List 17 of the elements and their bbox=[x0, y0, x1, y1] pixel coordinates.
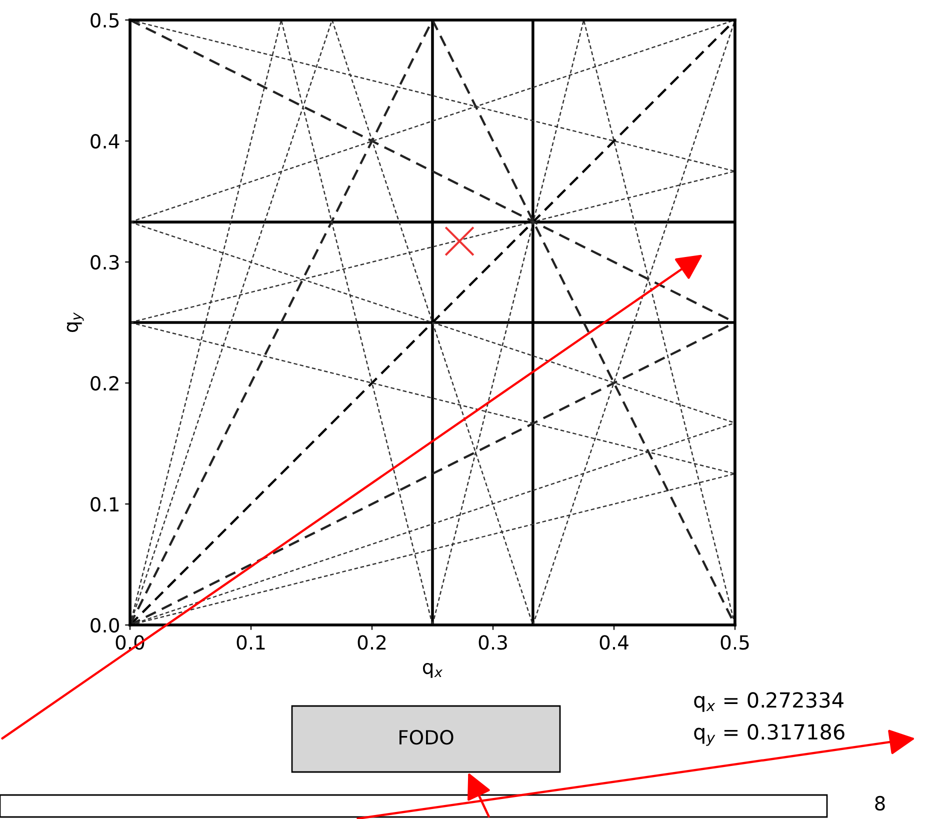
text: FODO bbox=[400, 730, 454, 745]
y-tick-label: 0.5 bbox=[90, 12, 119, 28]
text: 8 bbox=[875, 796, 885, 811]
text: q$_{x}$ = 0.272334 bbox=[694, 692, 844, 712]
y-tick-label: 0.1 bbox=[90, 496, 118, 512]
x-tick-label: 0.2 bbox=[358, 635, 386, 650]
x-axis-title: q$_{x}$ bbox=[422, 662, 443, 678]
x-tick-label: 0.4 bbox=[600, 635, 628, 650]
y-tick-label: 0.3 bbox=[90, 254, 119, 270]
x-tick-label: 0.5 bbox=[720, 635, 749, 650]
x-tick-label: 0.1 bbox=[236, 635, 265, 650]
y-axis-title: q$_{y}$ bbox=[66, 312, 84, 332]
y-tick-label: 0.2 bbox=[90, 376, 118, 391]
y-tick-label: 0.4 bbox=[90, 134, 120, 149]
x-tick-label: 0.3 bbox=[478, 635, 507, 650]
text: q$_{y}$ = 0.317186 bbox=[694, 724, 844, 746]
y-tick-label: 0.0 bbox=[90, 618, 119, 633]
